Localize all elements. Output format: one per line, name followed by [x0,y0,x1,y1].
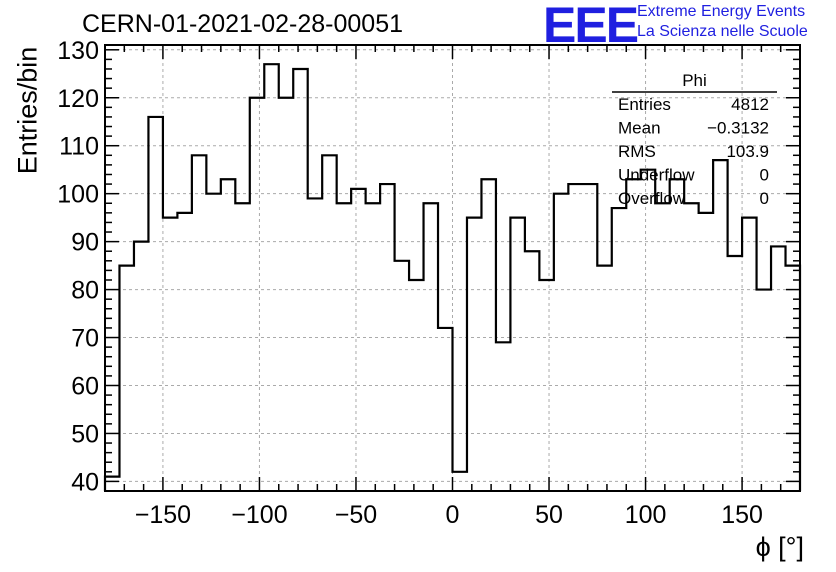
logo-line-2: La Scienza nelle Scuole [637,23,808,40]
histogram-bin [597,266,611,491]
histogram-bin [525,251,539,491]
stats-label: Entries [618,95,671,114]
histogram-bin [134,242,148,491]
histogram-bin [308,198,322,491]
histogram-bin [250,98,264,491]
histogram-bin [424,203,438,491]
histogram-bin [554,194,568,491]
y-tick-label: 110 [59,133,99,161]
histogram-bin [206,194,220,491]
stats-value: 0 [760,166,769,185]
histogram-bin [481,179,495,491]
histogram-bin [221,179,235,491]
y-tick-label: 70 [71,325,99,353]
histogram-bin [279,98,293,491]
stats-value: 4812 [731,95,769,114]
stats-box: Phi Entries 4812 Mean −0.3132 RMS 103.9 Underfl… [612,71,777,208]
logo-line-1: Extreme Energy Events [637,3,806,20]
histogram-bin [380,184,394,491]
y-tick-label: 40 [71,468,99,496]
histogram-bin [583,184,597,491]
x-tick-label: −50 [335,501,377,529]
histogram-bin [757,290,771,491]
chart-title: CERN-01-2021-02-28-00051 [82,10,404,38]
x-tick-label: 50 [535,501,563,529]
histogram-bin [337,203,351,491]
histogram-bin [641,170,655,491]
histogram-series [103,63,802,491]
histogram-bin [438,328,452,491]
x-tick-label: −150 [135,501,191,529]
histogram-bin [366,203,380,491]
histogram-bin [684,203,698,491]
stats-label: Overflow [618,189,686,208]
histogram-bin [467,218,481,491]
stats-value: 0 [760,189,769,208]
histogram-bin [496,342,510,491]
stats-name: Phi [682,71,707,90]
x-axis-label: ϕ [°] [755,532,804,562]
axes: −150 −100 −50 0 50 100 150 40 50 60 70 80 90 100 110 12… [57,37,801,529]
histogram-bin [351,189,365,491]
y-tick-label: 90 [71,229,99,257]
histogram-bin [655,203,669,491]
x-tick-label: 150 [721,501,763,529]
histogram-bin [670,179,684,491]
histogram-bin [163,218,177,491]
histogram-bin [612,208,626,491]
histogram-bin [568,184,582,491]
y-axis-label: Entries/bin [12,46,43,175]
histogram-bin [742,218,756,491]
y-tick-label: 80 [71,277,99,305]
histogram-bin [728,256,742,491]
histogram-bin [293,69,307,491]
histogram-bin [539,280,553,491]
x-tick-label: −100 [231,501,287,529]
histogram-bin [148,117,162,491]
histogram-bin [699,213,713,491]
histogram-bin [409,280,423,491]
stats-value: −0.3132 [707,119,769,138]
y-tick-label: 50 [71,420,99,448]
histogram-bin [322,155,336,491]
eee-logo: EEE [543,0,639,53]
x-tick-label: 0 [446,501,460,529]
stats-label: Underflow [618,166,695,185]
logo-caption: Extreme Energy Events La Scienza nelle S… [637,2,808,42]
histogram-bin [395,261,409,491]
histogram-bin [235,203,249,491]
histogram-bin [713,160,727,491]
histogram-bin [264,64,278,491]
y-tick-label: 130 [57,37,99,65]
histogram-bin [510,218,524,491]
histogram-line [103,63,802,491]
histogram-bin [177,213,191,491]
histogram-bin [119,266,133,491]
histogram-bin [626,179,640,491]
histogram-bin [192,155,206,491]
stats-label: RMS [618,142,656,161]
histogram-bin [105,477,119,491]
x-tick-label: 100 [625,501,667,529]
histogram-bin [771,246,785,491]
stats-value: 103.9 [726,142,769,161]
y-tick-label: 100 [57,181,99,209]
stats-label: Mean [618,119,661,138]
histogram-bin [453,472,467,491]
y-tick-label: 60 [71,372,99,400]
y-tick-label: 120 [57,85,99,113]
